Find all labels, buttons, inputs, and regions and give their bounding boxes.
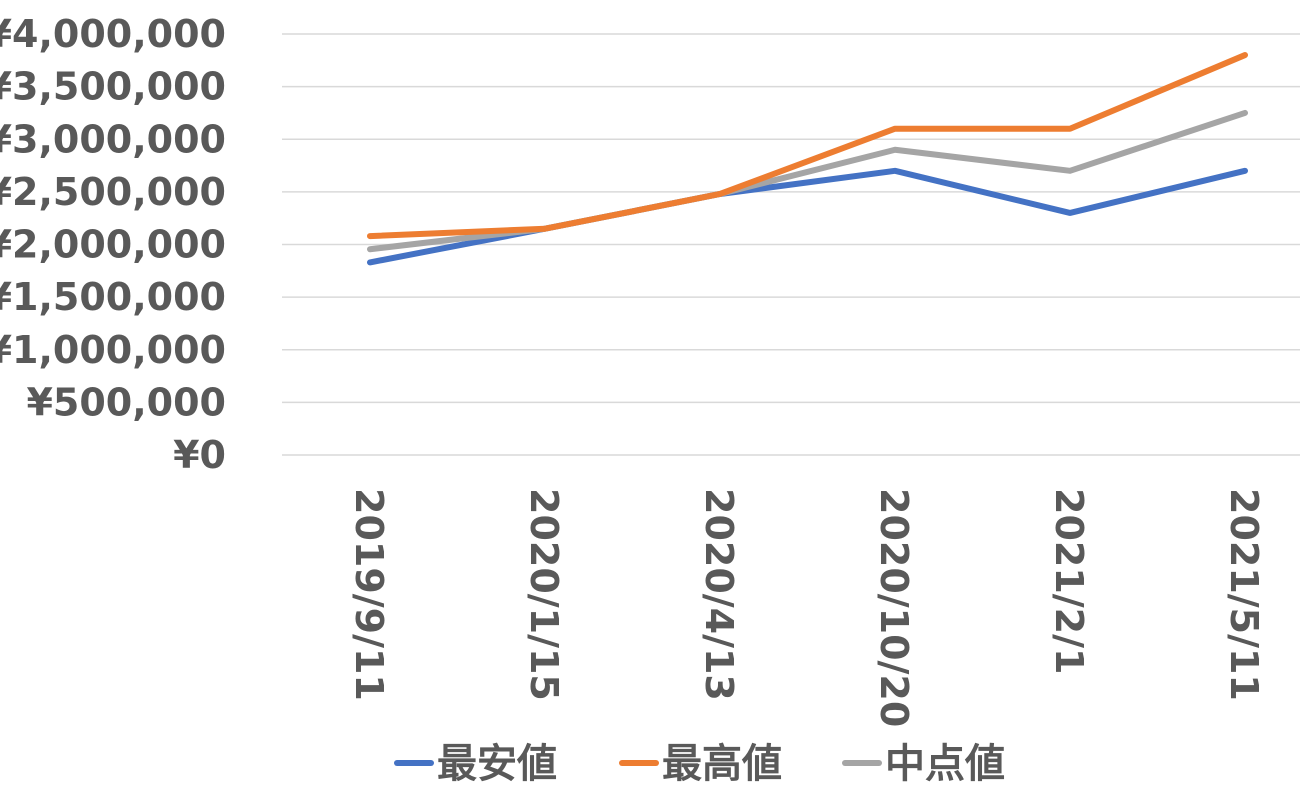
y-tick-label: ¥2,000,000 <box>0 223 226 267</box>
series-lines <box>367 52 1248 266</box>
y-tick-label: ¥4,000,000 <box>0 12 226 56</box>
y-tick-label: ¥500,000 <box>26 380 226 424</box>
x-tick-label: 2021/5/11 <box>1222 488 1266 701</box>
y-tick-label: ¥1,000,000 <box>0 328 226 372</box>
x-tick-label: 2020/10/20 <box>872 488 916 727</box>
legend-label: 最高値 <box>662 741 782 787</box>
legend: 最安値 最高値 中点値 <box>394 741 1005 787</box>
y-tick-label: ¥1,500,000 <box>0 275 226 319</box>
y-tick-label: ¥0 <box>173 433 226 477</box>
y-tick-label: ¥3,500,000 <box>0 65 226 109</box>
x-tick-label: 2021/2/1 <box>1047 488 1091 674</box>
y-axis-tick-labels: ¥0 ¥500,000 ¥1,000,000 ¥1,500,000 ¥2,000,000… <box>0 12 226 477</box>
x-axis-tick-labels: 2019/9/11 2020/1/15 2020/4/13 2020/10/20 202… <box>347 488 1266 727</box>
x-tick-label: 2019/9/11 <box>347 488 391 701</box>
x-tick-label: 2020/1/15 <box>522 488 566 701</box>
x-tick-label: 2020/4/13 <box>697 488 741 701</box>
legend-label: 中点値 <box>885 741 1005 787</box>
y-tick-label: ¥3,000,000 <box>0 117 226 161</box>
legend-label: 最安値 <box>437 741 557 787</box>
series-line-2 <box>367 52 1248 240</box>
series-line-1 <box>367 167 1248 266</box>
y-tick-label: ¥2,500,000 <box>0 170 226 214</box>
